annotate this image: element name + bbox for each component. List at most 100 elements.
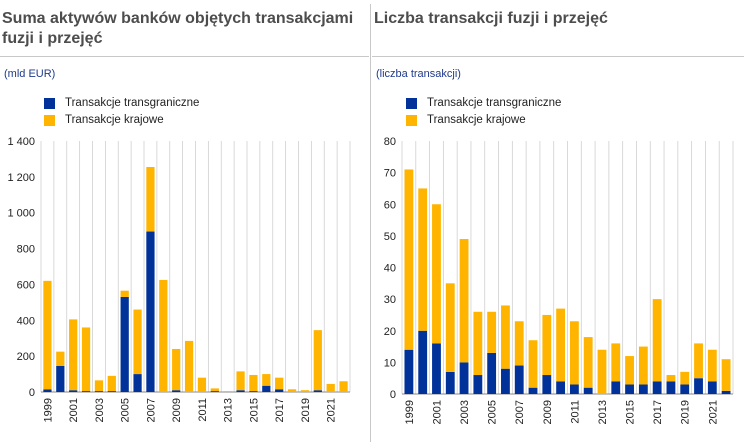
bar-cross-border — [133, 374, 142, 392]
bar-cross-border — [249, 391, 258, 392]
unit-label: (liczba transakcji) — [376, 68, 461, 80]
bar-cross-border — [107, 391, 116, 392]
y-tick-label: 1 400 — [7, 136, 35, 148]
bar-cross-border — [680, 384, 690, 394]
y-tick-label: 0 — [29, 387, 35, 399]
bar-domestic — [107, 375, 116, 392]
bar-domestic — [43, 280, 52, 390]
bar-cross-border — [569, 384, 579, 394]
bar-domestic — [56, 351, 65, 367]
bar-cross-border — [146, 231, 155, 392]
x-tick-label: 2003 — [94, 398, 106, 422]
bar-domestic — [625, 356, 634, 385]
x-tick-label: 2015 — [625, 400, 637, 424]
x-tick-label: 2005 — [120, 398, 132, 422]
bar-cross-border — [94, 391, 104, 392]
x-tick-label: 2009 — [542, 400, 554, 424]
x-tick-label: 1999 — [42, 398, 54, 422]
bar-cross-border — [172, 390, 181, 392]
y-tick-label: 400 — [17, 315, 35, 327]
bar-domestic — [313, 330, 322, 391]
legend-label: Transakcje krajowe — [65, 114, 164, 126]
title-divider — [372, 56, 744, 57]
y-tick-label: 0 — [390, 389, 396, 401]
bar-domestic — [473, 311, 483, 376]
legend: Transakcje transgraniczne Transakcje kra… — [44, 95, 199, 129]
legend-item-domestic: Transakcje krajowe — [406, 112, 561, 128]
bar-cross-border — [501, 368, 510, 394]
chart-title: Suma aktywów banków objętych transakcjam… — [2, 10, 354, 47]
x-tick-label: 2015 — [248, 398, 260, 422]
bar-domestic — [556, 308, 566, 382]
legend-swatch — [44, 97, 55, 109]
title-divider — [0, 56, 369, 57]
bar-cross-border — [707, 381, 717, 394]
bar-cross-border — [69, 390, 78, 392]
bar-cross-border — [625, 384, 634, 394]
bar-cross-border — [487, 352, 497, 394]
x-tick-label: 2009 — [171, 398, 183, 422]
x-tick-label: 2001 — [431, 400, 443, 424]
x-tick-label: 2005 — [487, 400, 499, 424]
bar-cross-border — [514, 365, 524, 394]
bar-domestic — [583, 337, 593, 388]
legend-swatch — [406, 114, 417, 126]
bar-domestic — [680, 371, 690, 385]
bar-cross-border — [583, 387, 593, 394]
x-tick-label: 2013 — [223, 398, 235, 422]
bar-domestic — [300, 390, 310, 392]
bar-cross-border — [652, 381, 662, 394]
y-tick-label: 20 — [384, 326, 396, 338]
bar-cross-border — [262, 385, 271, 392]
bar-cross-border — [459, 362, 469, 394]
bar-cross-border — [694, 378, 703, 394]
bar-cross-border — [404, 349, 414, 394]
bar-domestic — [249, 374, 258, 392]
bar-domestic — [542, 314, 552, 376]
bar-domestic — [721, 359, 731, 391]
legend-item-cross-border: Transakcje transgraniczne — [44, 95, 199, 111]
y-tick-label: 1 200 — [7, 172, 35, 184]
bar-cross-border — [432, 343, 441, 394]
legend-swatch — [44, 114, 55, 126]
unit-label: (mld EUR) — [4, 68, 56, 80]
y-tick-label: 60 — [384, 199, 396, 211]
panel-divider — [370, 4, 371, 442]
bar-domestic — [339, 381, 348, 392]
bar-domestic — [418, 188, 428, 331]
x-tick-label: 2007 — [145, 398, 157, 422]
bar-domestic — [287, 389, 297, 392]
bar-cross-border — [473, 375, 483, 394]
bar-domestic — [528, 340, 538, 388]
bar-domestic — [597, 349, 607, 394]
bar-domestic — [69, 319, 78, 391]
bar-domestic — [223, 391, 232, 392]
x-tick-label: 2021 — [707, 400, 719, 424]
bar-cross-border — [275, 389, 284, 392]
bar-cross-border — [120, 296, 129, 392]
x-tick-label: 1999 — [404, 400, 416, 424]
chart-panel-count: Liczba transakcji fuzji i przejęć (liczb… — [372, 0, 744, 445]
bar-domestic — [197, 377, 207, 392]
bar-cross-border — [418, 330, 428, 394]
chart-plot-count: 0 10 20 30 40 50 60 70 80 1999 2001 2003 2005 2007 200… — [384, 136, 734, 424]
bar-cross-border — [638, 384, 648, 394]
x-tick-label: 2017 — [274, 398, 286, 422]
bar-domestic — [159, 279, 168, 392]
legend-label: Transakcje transgraniczne — [427, 97, 562, 109]
legend-label: Transakcje krajowe — [427, 114, 526, 126]
chart-panel-assets: Suma aktywów banków objętych transakcjam… — [0, 0, 369, 445]
y-tick-label: 50 — [384, 231, 396, 243]
x-tick-label: 2017 — [652, 400, 664, 424]
bar-cross-border — [236, 390, 245, 392]
y-tick-label: 200 — [17, 351, 35, 363]
chart-plot-assets: 0 200 400 600 800 1 000 1 200 1 400 1999 2001 2003… — [7, 136, 351, 422]
x-tick-label: 2011 — [569, 400, 581, 424]
bar-domestic — [81, 327, 91, 392]
bar-cross-border — [721, 390, 731, 394]
bar-cross-border — [556, 381, 566, 394]
bar-domestic — [694, 343, 703, 379]
bar-domestic — [569, 321, 579, 385]
x-tick-label: 2011 — [197, 398, 209, 422]
chart-title: Liczba transakcji fuzji i przejęć — [374, 10, 608, 27]
